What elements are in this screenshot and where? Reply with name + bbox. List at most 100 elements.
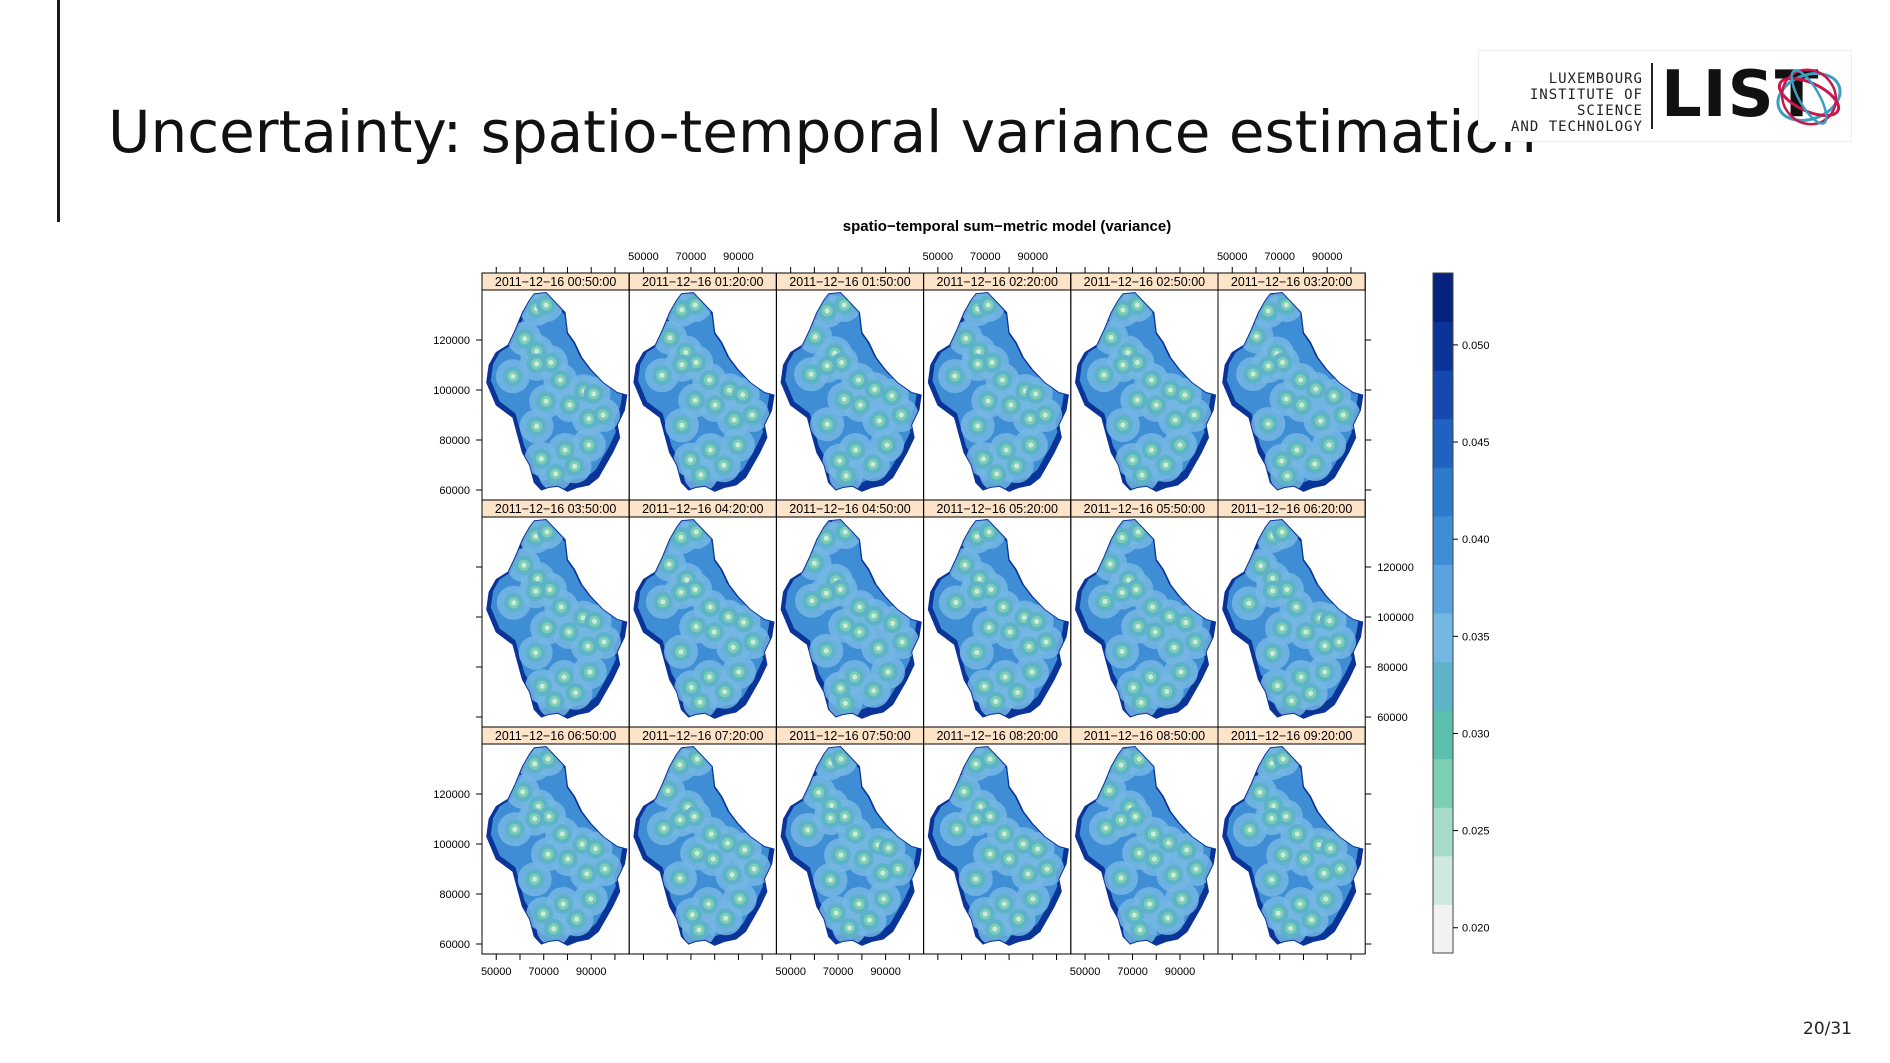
station-point [1254, 334, 1259, 339]
station-point [976, 349, 982, 354]
station-point [544, 529, 550, 535]
station-point [737, 896, 743, 902]
station-point [712, 402, 718, 408]
x-tick-label-top: 70000 [970, 251, 1001, 263]
station-point [975, 361, 981, 367]
y-tick-label-right: 100000 [1377, 612, 1414, 624]
station-point [838, 587, 843, 592]
colorbar-tick-label: 0.045 [1462, 437, 1490, 449]
station-point [601, 639, 607, 645]
station-point [870, 461, 876, 467]
station-point [1270, 575, 1276, 581]
station-point [545, 851, 551, 857]
colorbar-segment [1433, 904, 1453, 954]
colorbar-segment [1433, 370, 1453, 420]
x-tick-label-top: 90000 [1312, 251, 1343, 263]
x-tick-label-top: 90000 [1018, 251, 1049, 263]
station-point [558, 604, 564, 610]
station-point [533, 533, 539, 539]
station-point [1316, 842, 1322, 848]
station-point [679, 362, 685, 368]
station-point [1318, 418, 1324, 424]
station-point [1279, 625, 1285, 631]
variance-map [486, 292, 627, 492]
map-outline [927, 291, 1069, 492]
station-point [1119, 590, 1125, 595]
variance-map [1222, 292, 1363, 492]
station-point [1172, 417, 1178, 423]
station-point [565, 856, 571, 862]
station-point [741, 619, 747, 625]
station-point [1275, 910, 1281, 916]
panel-title: 2011−12−16 02:20:00 [936, 275, 1057, 289]
station-point [692, 587, 698, 592]
logo-line-3: AND TECHNOLOGY [1510, 119, 1643, 135]
x-tick-label-top: 50000 [923, 251, 954, 263]
map-outline [633, 518, 775, 719]
station-point [1294, 447, 1300, 453]
station-point [521, 562, 527, 568]
station-point [852, 674, 858, 680]
station-point [876, 418, 882, 424]
variance-map [486, 746, 627, 946]
y-tick-label-right: 120000 [1377, 562, 1414, 574]
station-point [1030, 896, 1036, 902]
map-panel: 2011−12−16 07:20:00 [628, 726, 777, 955]
colorbar-tick-label: 0.040 [1462, 534, 1490, 546]
station-point [1193, 866, 1199, 872]
station-point [1323, 896, 1329, 902]
station-point [1149, 377, 1154, 383]
station-point [552, 698, 558, 704]
variance-map [486, 519, 627, 719]
station-point [532, 876, 538, 882]
map-outline [633, 291, 775, 492]
map-panel: 2011−12−16 09:20:00 [1217, 726, 1366, 955]
station-point [1152, 629, 1158, 635]
station-point [993, 699, 999, 704]
map-panel: 2011−12−16 08:20:00 [923, 726, 1072, 955]
station-point [980, 456, 986, 462]
station-point [1006, 856, 1012, 862]
colorbar-segment [1433, 515, 1453, 565]
x-tick-label-bottom: 50000 [481, 966, 512, 978]
station-point [1136, 850, 1142, 856]
station-point [1257, 789, 1263, 795]
station-point [808, 371, 814, 377]
station-point [872, 386, 878, 392]
station-point [899, 639, 905, 645]
station-point [1170, 872, 1176, 878]
variance-map [1222, 519, 1363, 719]
station-point [1015, 690, 1021, 695]
station-point [1163, 462, 1169, 468]
station-point [895, 866, 901, 872]
station-point [588, 896, 594, 902]
map-panel: 2011−12−16 04:20:00 [628, 499, 777, 728]
station-point [678, 534, 684, 540]
station-point [592, 618, 597, 624]
station-point [1002, 674, 1008, 680]
map-panel: 2011−12−16 04:50:00 [775, 499, 925, 728]
y-tick-label-left: 60000 [439, 939, 470, 951]
station-point [1340, 412, 1346, 418]
station-point [677, 762, 683, 768]
panel-title: 2011−12−16 05:20:00 [936, 502, 1057, 516]
station-point [697, 699, 703, 705]
station-point [1279, 458, 1285, 464]
station-point [667, 335, 673, 341]
x-tick-label-bottom: 90000 [576, 966, 607, 978]
station-point [1183, 620, 1189, 625]
station-point [857, 629, 862, 635]
station-point [1182, 392, 1188, 398]
station-point [1125, 350, 1131, 355]
globe-icon [1776, 68, 1842, 126]
y-tick-label-left: 100000 [433, 385, 470, 397]
station-point [1284, 473, 1290, 479]
station-point [857, 604, 862, 610]
variance-map [781, 292, 922, 492]
panel-title: 2011−12−16 07:50:00 [789, 729, 910, 743]
panel-title: 2011−12−16 03:50:00 [495, 502, 616, 516]
sidebar-bar [57, 0, 60, 222]
panel-title: 2011−12−16 04:50:00 [789, 502, 910, 516]
map-panel: 2011−12−16 05:20:00 [923, 499, 1072, 728]
station-point [1042, 412, 1048, 418]
